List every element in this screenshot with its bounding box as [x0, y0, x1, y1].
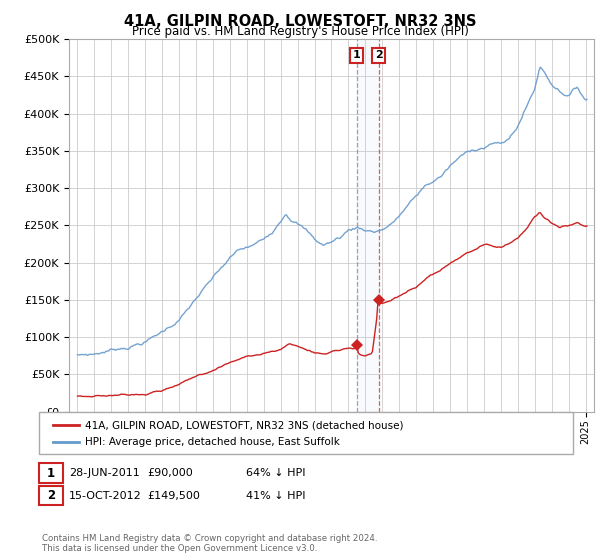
Text: 64% ↓ HPI: 64% ↓ HPI	[246, 468, 305, 478]
Text: HPI: Average price, detached house, East Suffolk: HPI: Average price, detached house, East…	[85, 437, 340, 447]
Text: Price paid vs. HM Land Registry's House Price Index (HPI): Price paid vs. HM Land Registry's House …	[131, 25, 469, 38]
Text: 41% ↓ HPI: 41% ↓ HPI	[246, 491, 305, 501]
Text: 2: 2	[375, 50, 383, 60]
Text: 28-JUN-2011: 28-JUN-2011	[69, 468, 140, 478]
Text: £149,500: £149,500	[147, 491, 200, 501]
Text: 41A, GILPIN ROAD, LOWESTOFT, NR32 3NS: 41A, GILPIN ROAD, LOWESTOFT, NR32 3NS	[124, 14, 476, 29]
Bar	[357, 39, 379, 412]
Text: 2: 2	[47, 489, 55, 502]
Text: £90,000: £90,000	[147, 468, 193, 478]
Text: Contains HM Land Registry data © Crown copyright and database right 2024.
This d: Contains HM Land Registry data © Crown c…	[42, 534, 377, 553]
Text: 41A, GILPIN ROAD, LOWESTOFT, NR32 3NS (detached house): 41A, GILPIN ROAD, LOWESTOFT, NR32 3NS (d…	[85, 421, 404, 430]
Text: 1: 1	[47, 466, 55, 480]
Text: 15-OCT-2012: 15-OCT-2012	[69, 491, 142, 501]
Text: 1: 1	[353, 50, 361, 60]
